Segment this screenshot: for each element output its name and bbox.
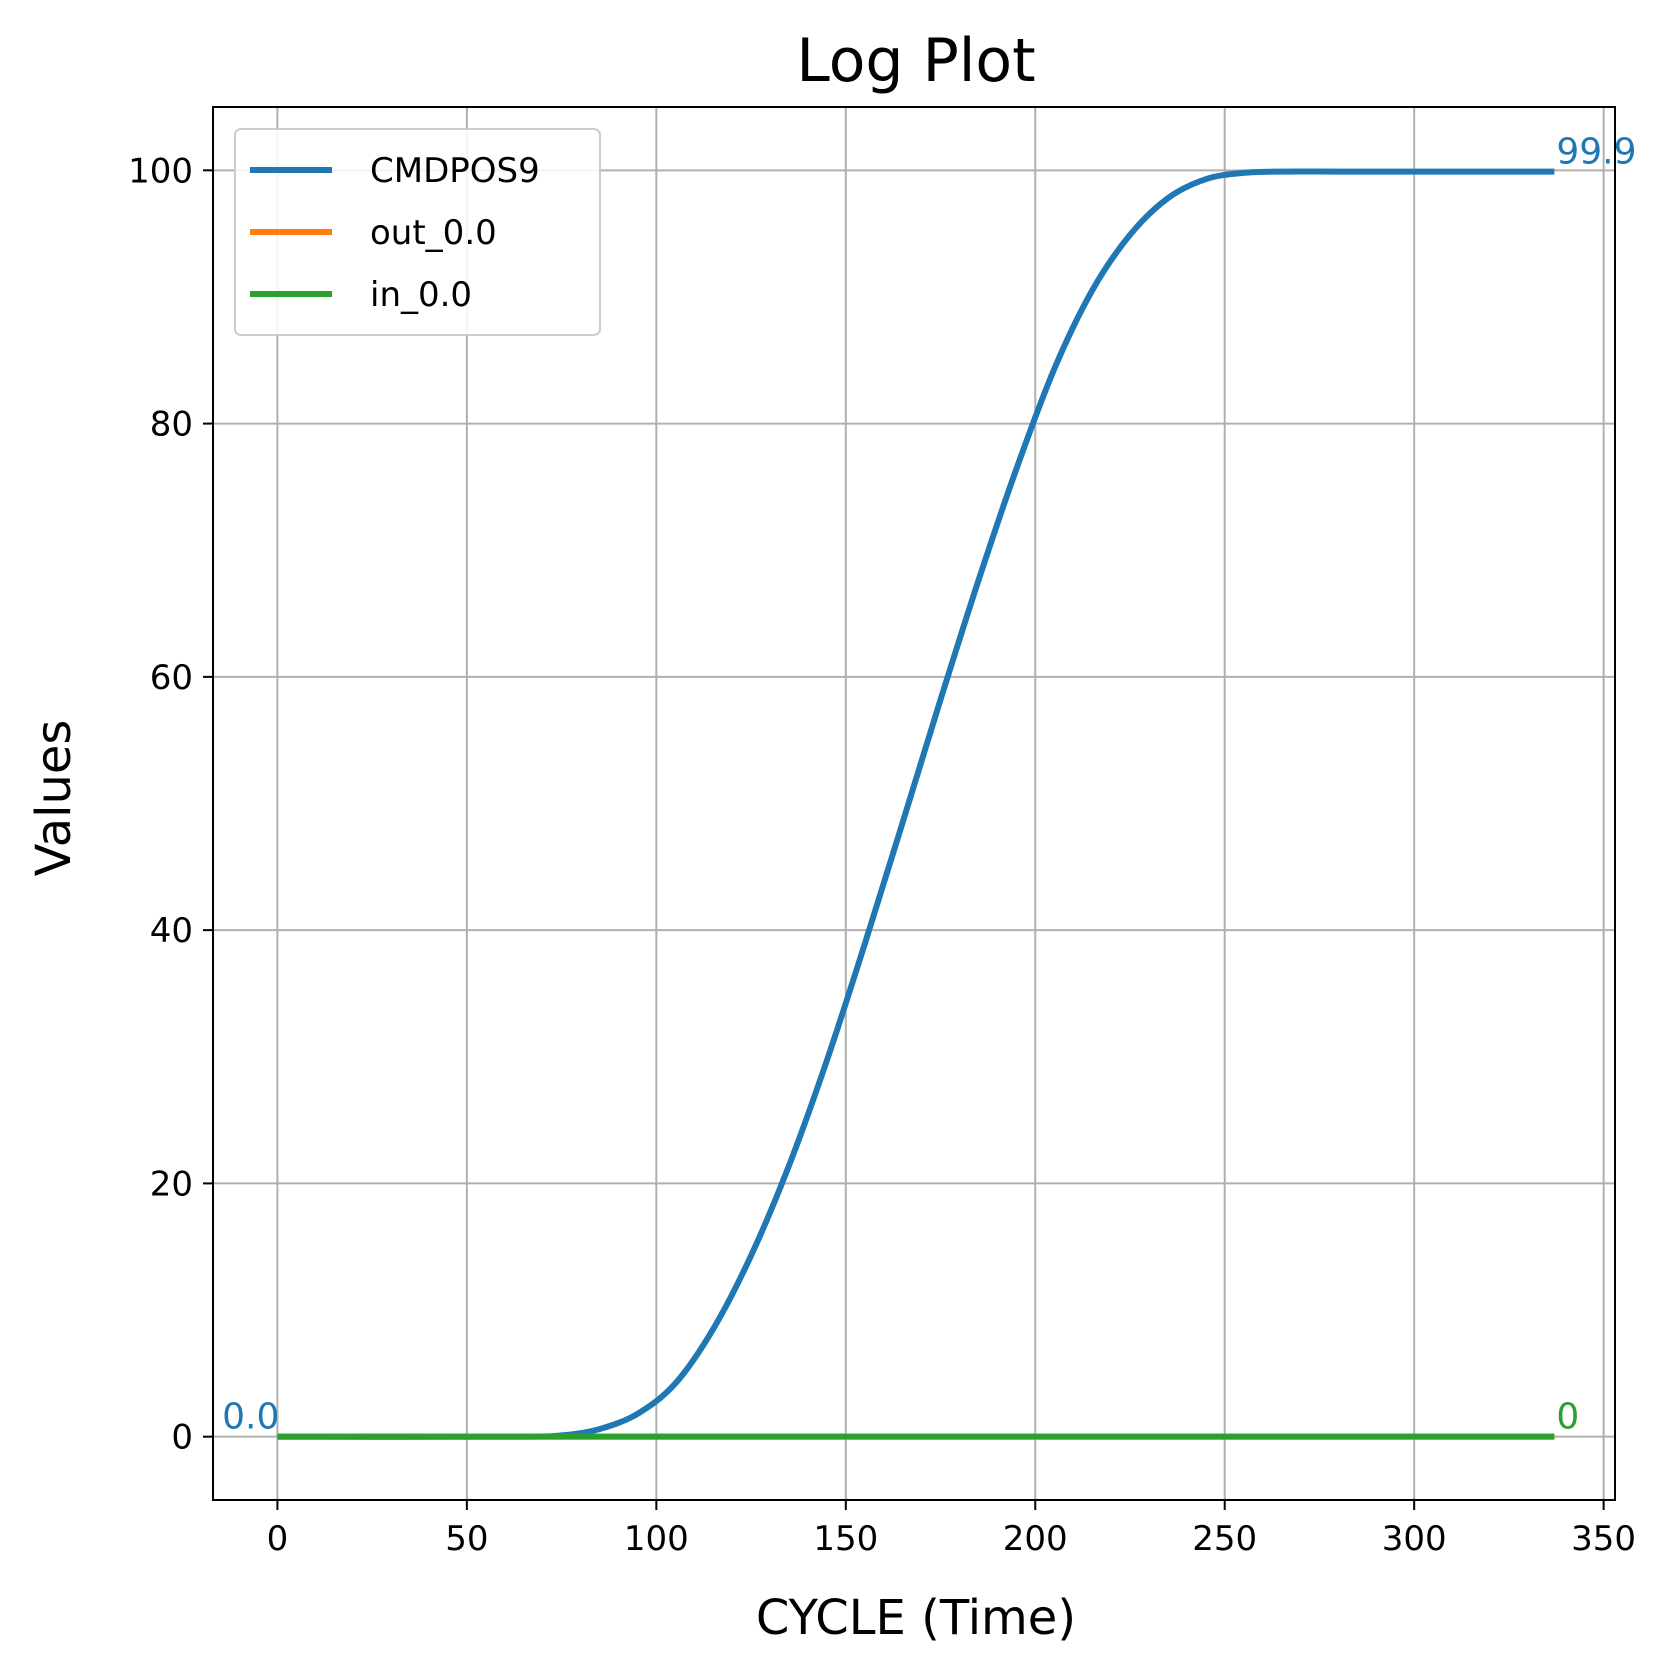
x-tick-label: 100 [624, 1519, 689, 1559]
start-value-label: 0.0 [222, 1397, 279, 1438]
legend: CMDPOS9 out_0.0 in_0.0 [234, 128, 601, 336]
x-tick-label: 350 [1571, 1519, 1636, 1559]
legend-label: CMDPOS9 [370, 151, 540, 191]
x-tick-label: 300 [1382, 1519, 1447, 1559]
x-tick-label: 0 [267, 1519, 289, 1559]
y-tick-label: 40 [150, 911, 193, 951]
end-labels: 99.9 0.0 0 [222, 132, 1636, 1438]
chart-title: Log Plot [796, 26, 1035, 96]
end-value-label: 0 [1556, 1397, 1579, 1438]
axis-ticks: 0 50 100 150 200 250 300 350 0 20 40 60 80 100 [128, 151, 1636, 1559]
x-tick-label: 200 [1003, 1519, 1068, 1559]
y-tick-label: 60 [150, 658, 193, 698]
x-tick-label: 50 [445, 1519, 488, 1559]
y-tick-label: 0 [171, 1418, 193, 1458]
y-tick-label: 80 [150, 405, 193, 445]
legend-label: out_0.0 [370, 213, 497, 253]
end-value-label: 99.9 [1556, 132, 1636, 173]
y-tick-label: 100 [128, 151, 193, 191]
legend-box [234, 128, 601, 336]
x-tick-label: 150 [813, 1519, 878, 1559]
x-tick-label: 250 [1192, 1519, 1257, 1559]
y-tick-label: 20 [150, 1164, 193, 1204]
legend-label: in_0.0 [370, 275, 472, 315]
y-axis-label: Values [26, 720, 82, 877]
series-lines [277, 168, 1555, 1440]
plot-frame [212, 106, 1616, 1501]
x-axis-label: CYCLE (Time) [756, 1590, 1076, 1646]
series-line-CMDPOS9 [277, 168, 1555, 1440]
